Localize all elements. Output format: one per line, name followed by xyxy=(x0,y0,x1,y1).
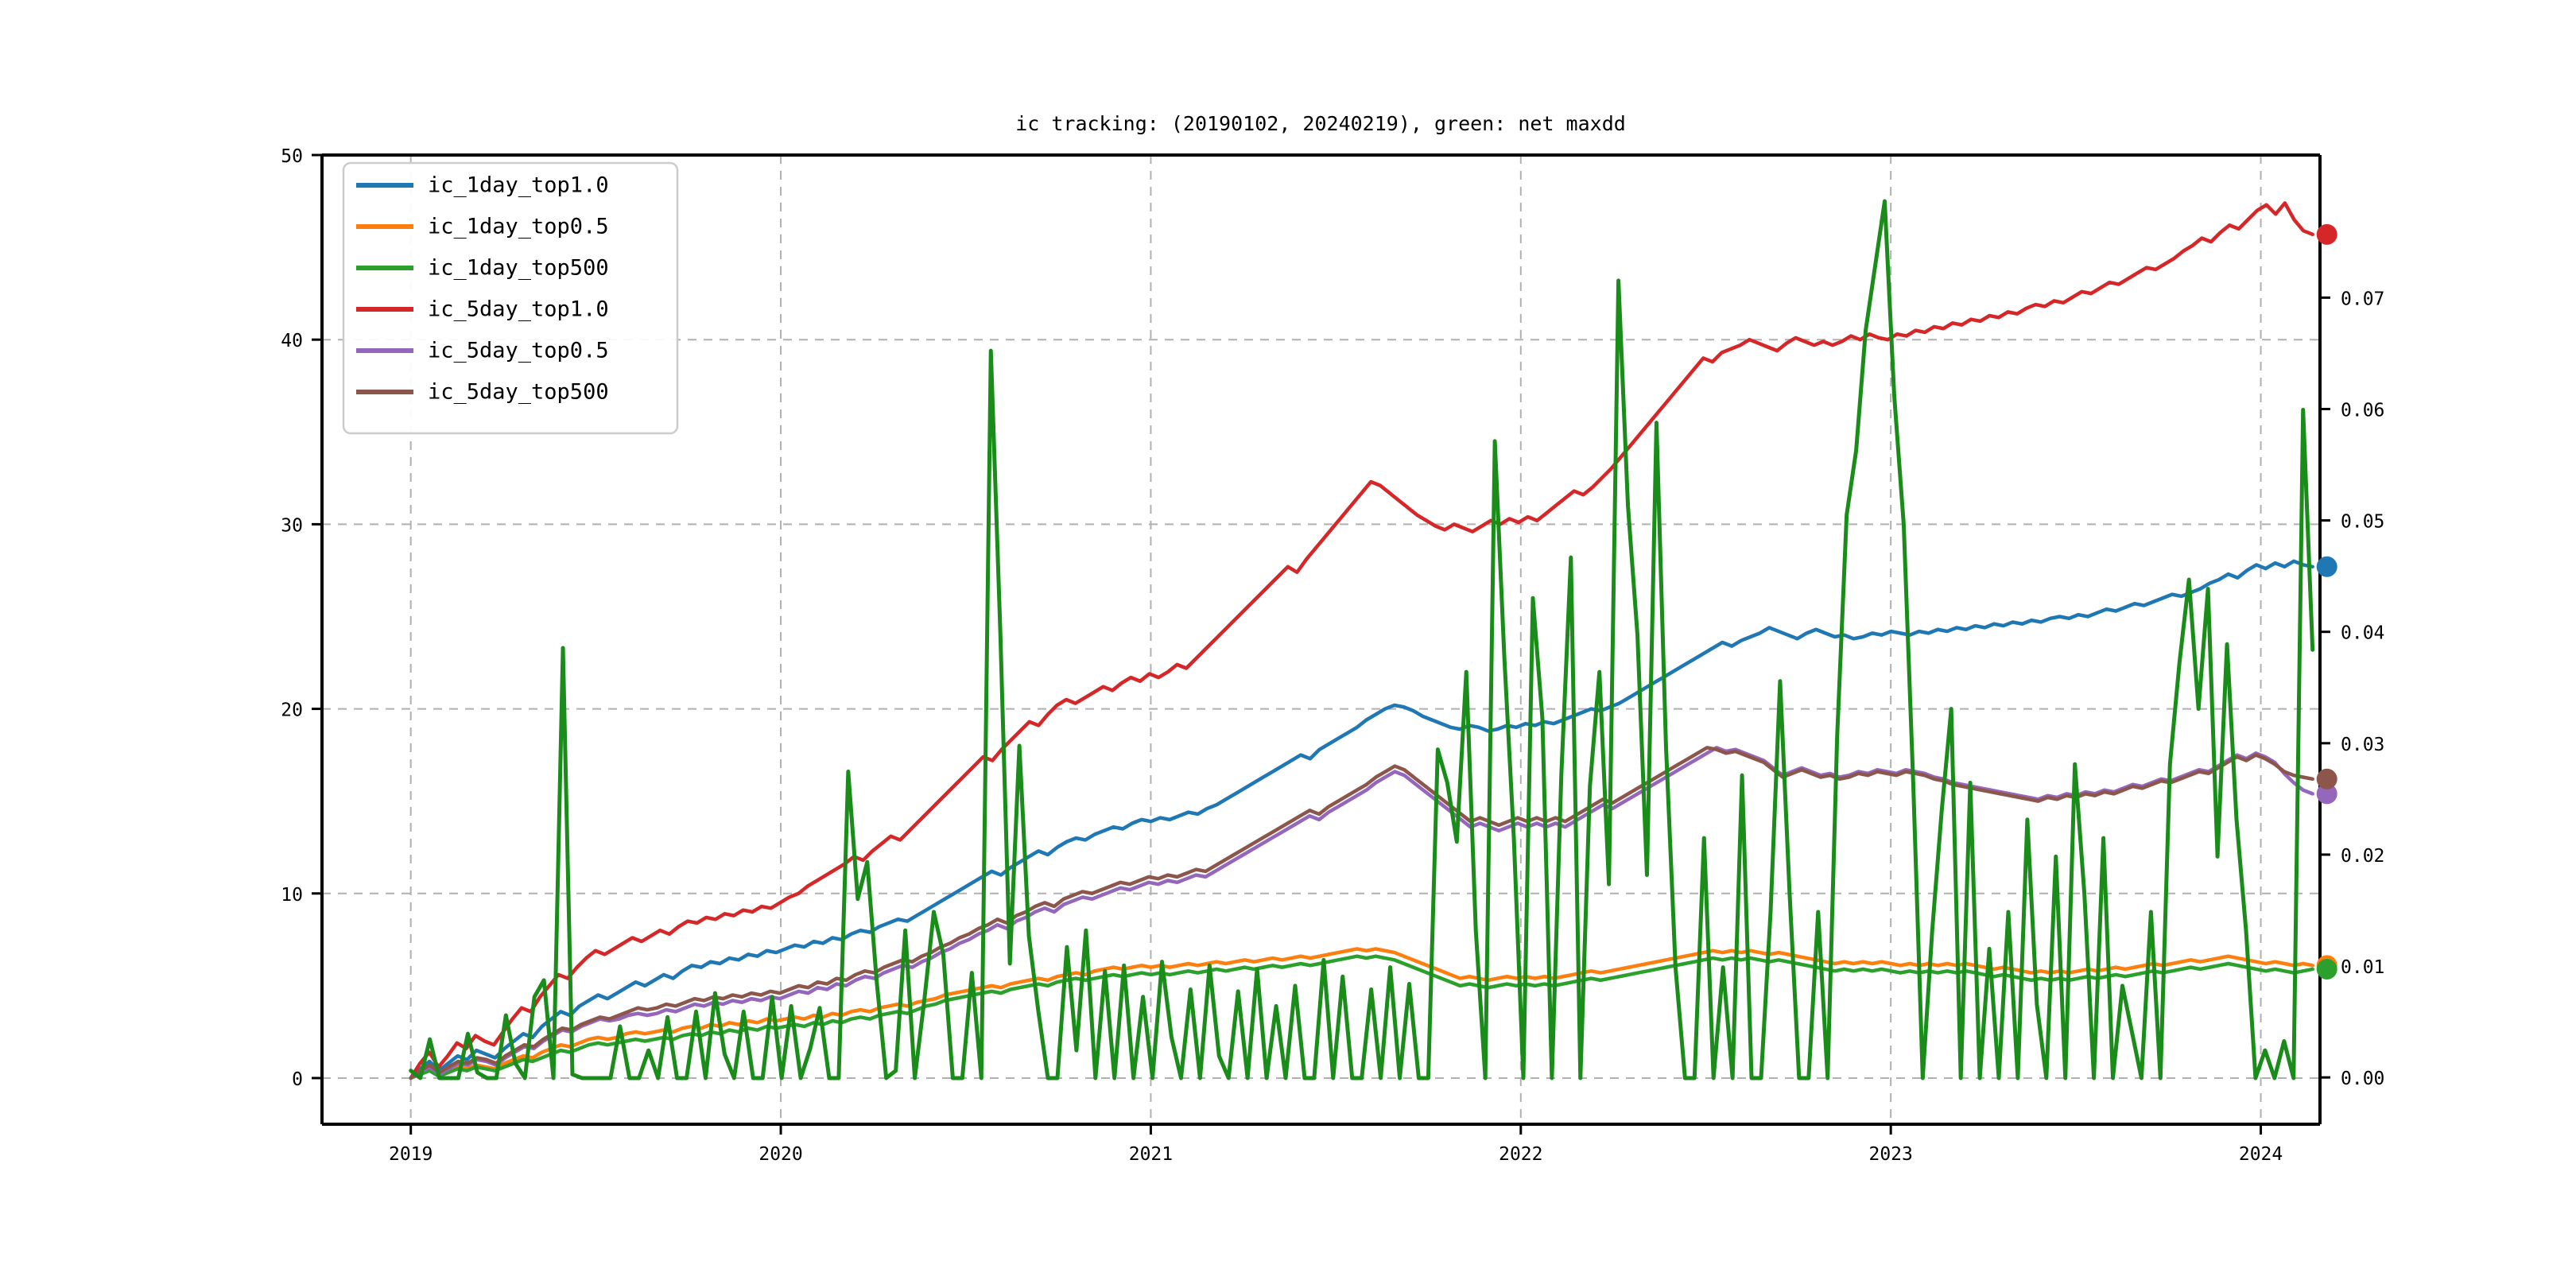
end-marker-ic-5day-top0-5 xyxy=(2316,783,2337,805)
legend-item-ic-5day-top500[interactable]: ic_5day_top500 xyxy=(356,380,609,405)
series-line-ic-5day-top500 xyxy=(409,746,2314,1080)
ytick-label-right: 0.00 xyxy=(2341,1069,2384,1089)
ytick-label-right: 0.04 xyxy=(2341,623,2384,644)
legend-label: ic_5day_top500 xyxy=(428,380,609,405)
ytick-label-right: 0.05 xyxy=(2341,512,2384,533)
series-line-net-maxdd xyxy=(409,199,2315,1080)
legend-item-ic-1day-top500[interactable]: ic_1day_top500 xyxy=(356,256,609,281)
series-line-ic-5day-top0-5 xyxy=(409,746,2314,1080)
end-marker-ic-1day-top1-0 xyxy=(2316,556,2337,577)
ytick-label-left: 20 xyxy=(281,700,303,721)
xtick-label: 2020 xyxy=(758,1144,802,1165)
xtick-label: 2024 xyxy=(2239,1144,2283,1165)
end-marker-ic-5day-top1-0 xyxy=(2316,223,2337,245)
legend-item-ic-5day-top0-5[interactable]: ic_5day_top0.5 xyxy=(356,339,609,363)
legend[interactable]: ic_1day_top1.0 ic_1day_top0.5 ic_1day_top5… xyxy=(342,161,679,435)
legend-label: ic_1day_top500 xyxy=(428,256,609,281)
chart-title: ic tracking: (20190102, 20240219), green… xyxy=(1015,112,1626,135)
legend-label: ic_5day_top0.5 xyxy=(428,339,609,363)
data-series-layer xyxy=(409,199,2315,1080)
xtick-label: 2023 xyxy=(1868,1144,1912,1165)
end-markers xyxy=(2316,223,2337,980)
ytick-label-left: 40 xyxy=(281,331,303,351)
xtick-label: 2019 xyxy=(389,1144,433,1165)
ytick-label-left: 10 xyxy=(281,885,303,906)
ytick-label-left: 0 xyxy=(292,1069,303,1090)
ytick-label-right: 0.03 xyxy=(2341,735,2384,755)
xtick-label: 2021 xyxy=(1129,1144,1173,1165)
legend-item-ic-1day-top1-0[interactable]: ic_1day_top1.0 xyxy=(356,173,609,198)
ytick-label-right: 0.06 xyxy=(2341,400,2384,421)
series-line-ic-1day-top0-5 xyxy=(409,947,2314,1080)
series-line-ic-1day-top1-0 xyxy=(409,559,2314,1080)
legend-label: ic_1day_top0.5 xyxy=(428,215,609,239)
xtick-label: 2022 xyxy=(1499,1144,1542,1165)
end-marker-ic-5day-top500 xyxy=(2316,768,2337,789)
legend-item-ic-5day-top1-0[interactable]: ic_5day_top1.0 xyxy=(356,297,609,322)
legend-item-ic-1day-top0-5[interactable]: ic_1day_top0.5 xyxy=(356,215,609,239)
end-marker-ic-1day-top500 xyxy=(2316,958,2337,980)
ytick-label-left: 30 xyxy=(281,515,303,536)
legend-label: ic_5day_top1.0 xyxy=(428,297,609,322)
legend-label: ic_1day_top1.0 xyxy=(428,173,609,198)
axis-ticks: 0 10 20 30 40 50 0.00 0.01 0.02 0.03 0.04 0.05 0.06 0… xyxy=(281,146,2384,1165)
ytick-label-right: 0.02 xyxy=(2341,846,2384,867)
legend-box xyxy=(342,161,679,435)
series-line-ic-5day-top1-0 xyxy=(409,201,2314,1080)
ytick-label-right: 0.01 xyxy=(2341,957,2384,978)
ytick-label-left: 50 xyxy=(281,146,303,167)
ytick-label-right: 0.07 xyxy=(2341,289,2384,309)
series-line-ic-1day-top500 xyxy=(409,954,2314,1080)
